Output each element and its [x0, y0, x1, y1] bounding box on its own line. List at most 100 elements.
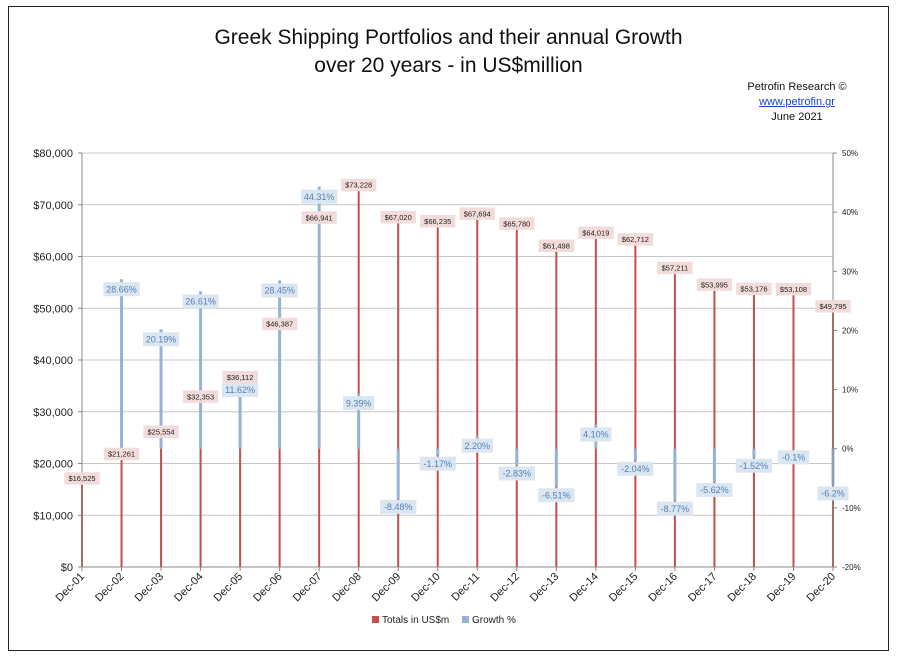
- totals-data-label: $32,353: [187, 392, 214, 401]
- growth-bar: [159, 329, 163, 449]
- growth-data-label: 4.10%: [583, 430, 609, 440]
- growth-data-label-bg: [777, 450, 810, 465]
- totals-data-label-bg: [301, 211, 337, 224]
- growth-data-label-bg: [498, 466, 535, 481]
- totals-bar: [792, 292, 795, 567]
- x-tick-label: Dec-06: [251, 571, 285, 605]
- totals-bar: [555, 248, 558, 567]
- growth-data-label: 26.61%: [185, 297, 216, 307]
- growth-data-label-bg: [617, 461, 654, 476]
- totals-bar: [199, 399, 202, 567]
- totals-data-label-bg: [578, 226, 614, 239]
- left-tick-label: $70,000: [33, 200, 73, 212]
- growth-bar: [554, 448, 558, 488]
- totals-data-label: $25,554: [147, 427, 174, 436]
- x-tick-label: Dec-01: [54, 571, 88, 605]
- growth-data-label-bg: [580, 427, 612, 442]
- totals-data-label: $21,261: [108, 450, 135, 459]
- data-labels: $16,525 $21,261 $25,554 $32,353 $36,112 $46,3…: [64, 178, 851, 516]
- growth-bars: [120, 186, 835, 501]
- left-tick-label: $80,000: [33, 148, 73, 160]
- growth-data-label: -2.04%: [621, 464, 650, 474]
- totals-data-label-bg: [775, 282, 812, 296]
- source-link[interactable]: www.petrofin.gr: [759, 96, 835, 108]
- totals-data-label-bg: [657, 261, 693, 275]
- growth-data-label-bg: [261, 283, 298, 298]
- growth-data-label: 20.19%: [146, 335, 177, 345]
- growth-data-label: 11.62%: [225, 385, 255, 395]
- legend-swatch-totals: [372, 616, 379, 623]
- growth-bar: [633, 448, 637, 461]
- growth-data-label: -1.17%: [423, 459, 452, 469]
- growth-bar: [238, 379, 242, 449]
- totals-bar: [120, 456, 123, 567]
- legend-swatch-growth: [462, 616, 469, 623]
- growth-bar: [673, 448, 677, 501]
- totals-data-label: $62,712: [622, 235, 649, 244]
- totals-data-label-bg: [459, 207, 495, 220]
- x-tick-label: Dec-11: [449, 571, 482, 604]
- x-tick-label: Dec-04: [172, 571, 206, 605]
- totals-bar: [673, 270, 676, 567]
- growth-bar: [436, 448, 440, 456]
- growth-data-label-bg: [538, 488, 575, 503]
- chart-subtitle: over 20 years - in US$million: [314, 54, 583, 77]
- source-credit: Petrofin Research © www.petrofin.gr June…: [738, 80, 856, 125]
- growth-data-label: -5.62%: [700, 485, 729, 495]
- growth-data-label-bg: [735, 458, 773, 473]
- x-tick-label: Dec-14: [567, 571, 601, 605]
- totals-data-label: $73,228: [345, 181, 372, 190]
- totals-data-label: $53,995: [701, 280, 728, 289]
- totals-data-label-bg: [420, 214, 456, 228]
- left-tick-label: $30,000: [33, 407, 73, 419]
- totals-data-label: $67,694: [464, 209, 491, 218]
- gridlines: [82, 152, 833, 568]
- growth-data-label-bg: [221, 382, 259, 397]
- right-tick-label: 0%: [842, 445, 854, 454]
- x-tick-label: Dec-17: [686, 571, 720, 605]
- growth-bar: [515, 448, 519, 466]
- totals-data-label: $53,176: [740, 285, 767, 294]
- growth-data-label: -0.1%: [782, 453, 806, 463]
- totals-data-label: $46,387: [266, 320, 293, 329]
- totals-data-label: $61,498: [543, 241, 570, 250]
- totals-data-label: $65,780: [503, 219, 530, 228]
- growth-data-label-bg: [419, 456, 456, 471]
- totals-bar: [397, 220, 400, 567]
- growth-bar: [712, 448, 716, 482]
- chart-title-block: Greek Shipping Portfolios and their annu…: [0, 24, 897, 80]
- growth-data-label: 28.66%: [106, 284, 137, 294]
- growth-data-label-bg: [142, 332, 180, 347]
- totals-data-label-bg: [696, 278, 733, 291]
- growth-bar: [396, 448, 400, 499]
- legend-label-growth: Growth %: [472, 615, 516, 626]
- growth-bar: [752, 448, 756, 458]
- growth-data-label-bg: [380, 499, 417, 514]
- totals-data-label-bg: [499, 217, 535, 230]
- x-tick-label: Dec-09: [370, 571, 404, 605]
- totals-data-label-bg: [182, 390, 219, 403]
- growth-data-label-bg: [343, 396, 375, 411]
- totals-data-label: $66,941: [306, 213, 333, 222]
- totals-data-label-bg: [380, 210, 416, 224]
- growth-data-label-bg: [461, 438, 493, 453]
- right-tick-label: -10%: [842, 504, 861, 513]
- source-date: June 2021: [771, 111, 823, 123]
- right-tick-label: 40%: [842, 208, 858, 217]
- totals-bar: [515, 226, 518, 567]
- source-name: Petrofin Research ©: [747, 81, 847, 93]
- growth-data-label: 2.20%: [464, 441, 490, 451]
- growth-data-label: -2.83%: [503, 469, 532, 479]
- totals-bar: [752, 291, 755, 567]
- x-tick-label: Dec-05: [212, 571, 246, 605]
- left-tick-label: $10,000: [33, 510, 73, 522]
- growth-bar: [278, 280, 282, 449]
- growth-data-label: -6.51%: [542, 490, 571, 500]
- x-tick-label: Dec-19: [765, 571, 799, 605]
- totals-data-label-bg: [617, 233, 654, 246]
- growth-data-label-bg: [301, 189, 338, 204]
- growth-data-label: 44.31%: [304, 192, 335, 202]
- totals-data-label-bg: [538, 239, 575, 252]
- totals-data-label: $53,108: [780, 285, 807, 294]
